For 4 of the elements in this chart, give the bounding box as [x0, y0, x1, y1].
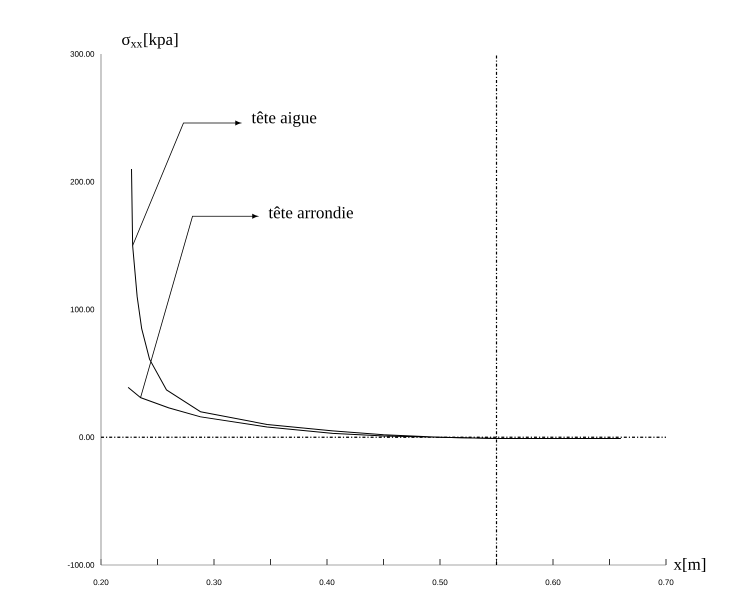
annotation: tête arrondie: [268, 206, 353, 218]
y-axis-title: σ$_{xx}$[kpa]: [122, 33, 178, 48]
x-axis-title: x[m]: [674, 558, 706, 572]
annotation: tête aigue: [252, 111, 316, 127]
